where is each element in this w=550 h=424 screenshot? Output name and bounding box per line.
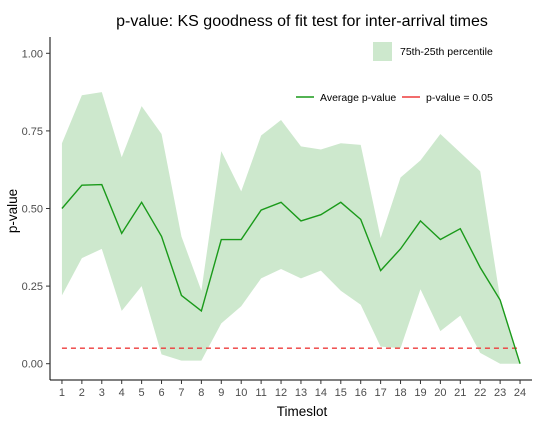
x-tick-label: 2 [79,387,85,399]
x-tick-label: 22 [474,387,486,399]
x-tick-label: 21 [454,387,466,399]
x-tick-label: 7 [178,387,184,399]
chart-title: p-value: KS goodness of fit test for int… [116,13,488,30]
x-tick-label: 4 [119,387,125,399]
x-tick-label: 13 [295,387,307,399]
x-tick-label: 5 [139,387,145,399]
x-tick-label: 19 [414,387,426,399]
plot-area [61,92,521,364]
x-tick-label: 8 [198,387,204,399]
y-axis-title: p-value [5,189,20,233]
x-tick-label: 18 [394,387,406,399]
legend-average-label: Average p-value [320,92,396,104]
x-tick-label: 20 [434,387,446,399]
x-ticks: 1 2 3 4 5 6 7 8 9 10 11 12 13 14 15 16 17 18 19 20 21 22 23 24 [59,380,526,399]
y-tick-label: 0.75 [22,126,43,138]
x-tick-label: 16 [355,387,367,399]
y-tick-label: 0.25 [22,281,43,293]
x-tick-label: 1 [59,387,65,399]
axes: 0.000.250.500.751.00 1 2 3 4 5 6 7 8 9 10 11 12 13 14… [22,37,532,399]
x-axis-title: Timeslot [277,404,328,419]
y-tick-label: 0.00 [22,359,43,371]
y-ticks: 0.00 0.25 0.50 0.75 1.00 [22,48,50,371]
x-tick-label: 15 [335,387,347,399]
x-tick-label: 12 [275,387,287,399]
y-tick-label: 0.50 [22,204,43,216]
x-tick-label: 24 [514,387,526,399]
legend-band: 75th-25th percentile [373,42,493,61]
legend-lines: Average p-value p-value = 0.05 [296,92,493,104]
x-tick-label: 23 [494,387,506,399]
x-tick-label: 10 [235,387,247,399]
x-tick-label: 9 [218,387,224,399]
average-p-value-line [61,183,521,364]
x-tick-label: 3 [99,387,105,399]
x-tick-label: 14 [315,387,327,399]
x-tick-label: 6 [158,387,164,399]
x-tick-label: 17 [375,387,387,399]
legend-reference-label: p-value = 0.05 [426,92,493,104]
percentile-band [61,92,521,364]
y-tick-label: 1.00 [22,48,43,60]
x-tick-label: 11 [255,387,266,399]
legend-band-swatch [373,42,392,61]
legend-band-label: 75th-25th percentile [400,46,493,58]
